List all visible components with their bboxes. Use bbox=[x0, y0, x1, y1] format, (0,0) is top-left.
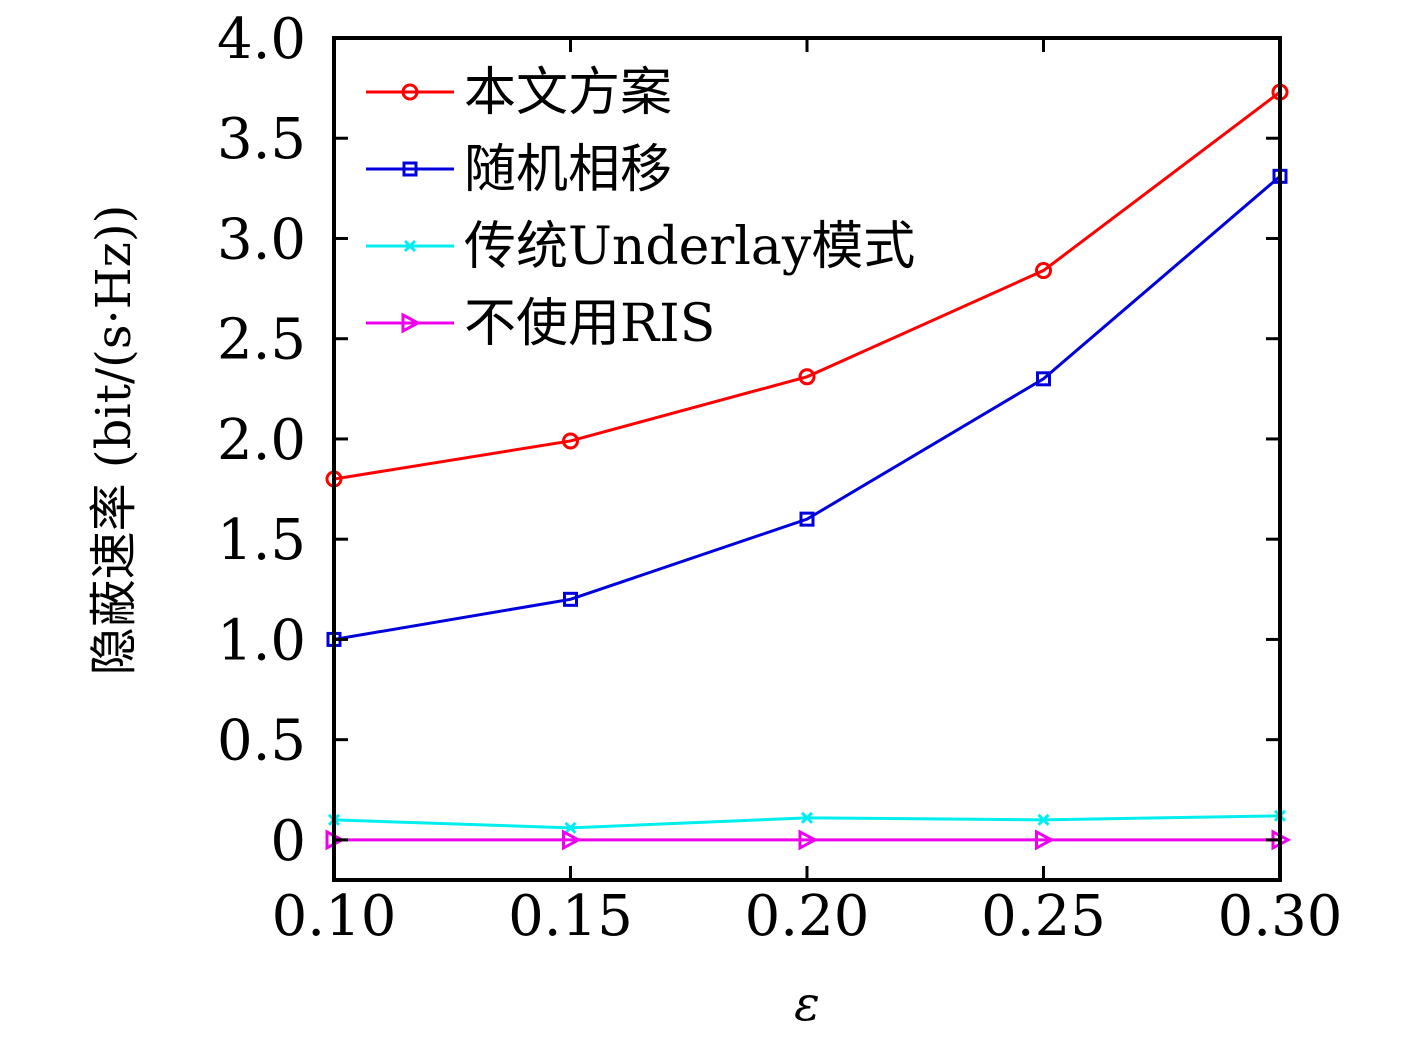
axis-ticks: 0 0.5 1.0 1.5 2.0 2.5 3.0 3.5 4.0 0.10 0.15 0.20 0.2… bbox=[217, 7, 1342, 949]
data-point-x bbox=[564, 821, 577, 834]
series-2 bbox=[326, 168, 1288, 647]
data-point-circle bbox=[401, 83, 419, 101]
data-point-circle bbox=[1035, 262, 1052, 280]
legend-label: 随机相移 bbox=[464, 140, 672, 200]
data-point-x bbox=[403, 239, 417, 253]
y-tick-label: 0.5 bbox=[217, 709, 306, 774]
x-tick-label: 0.30 bbox=[1218, 884, 1343, 949]
data-point-x bbox=[800, 811, 814, 824]
data-point-square bbox=[563, 591, 578, 607]
legend-label: 本文方案 bbox=[464, 63, 672, 123]
y-tick-label: 1.5 bbox=[217, 508, 306, 573]
x-tick-label: 0.10 bbox=[272, 884, 397, 949]
y-tick-label: 2.5 bbox=[217, 308, 306, 373]
data-point-circle bbox=[562, 432, 579, 450]
legend-label: 不使用RIS bbox=[464, 294, 715, 354]
data-point-triangle bbox=[401, 312, 422, 334]
y-tick-label: 3.5 bbox=[217, 107, 306, 172]
series-line bbox=[333, 175, 1281, 641]
data-point-circle bbox=[798, 368, 816, 386]
legend-entry: 不使用RIS bbox=[366, 294, 715, 354]
data-point-square bbox=[799, 511, 815, 527]
y-tick-label: 0 bbox=[270, 809, 306, 874]
y-axis-title: 隐蔽速率 (bit/(s·Hz)) bbox=[86, 205, 142, 676]
data-point-square bbox=[1036, 371, 1051, 387]
data-point-triangle bbox=[562, 829, 582, 851]
series-4 bbox=[325, 829, 1292, 851]
data-point-triangle bbox=[798, 829, 819, 851]
legend-label: 传统Underlay模式 bbox=[464, 217, 915, 277]
y-tick-label: 2.0 bbox=[217, 408, 306, 473]
y-tick-label: 3.0 bbox=[217, 207, 306, 272]
series-line bbox=[333, 90, 1281, 481]
x-axis-title: ε bbox=[794, 976, 820, 1032]
data-point-square bbox=[402, 161, 418, 177]
series-3 bbox=[327, 809, 1287, 834]
data-point-x bbox=[1037, 813, 1050, 826]
legend-entry: 随机相移 bbox=[366, 140, 672, 200]
y-tick-label: 1.0 bbox=[217, 608, 306, 673]
data-point-triangle bbox=[1035, 829, 1055, 851]
plot-area bbox=[325, 83, 1292, 851]
x-tick-label: 0.15 bbox=[508, 884, 633, 949]
x-tick-label: 0.20 bbox=[745, 884, 870, 949]
legend-entry: 传统Underlay模式 bbox=[366, 217, 915, 277]
legend-entry: 本文方案 bbox=[366, 63, 672, 123]
y-tick-label: 4.0 bbox=[217, 7, 306, 72]
x-tick-label: 0.25 bbox=[981, 884, 1106, 949]
